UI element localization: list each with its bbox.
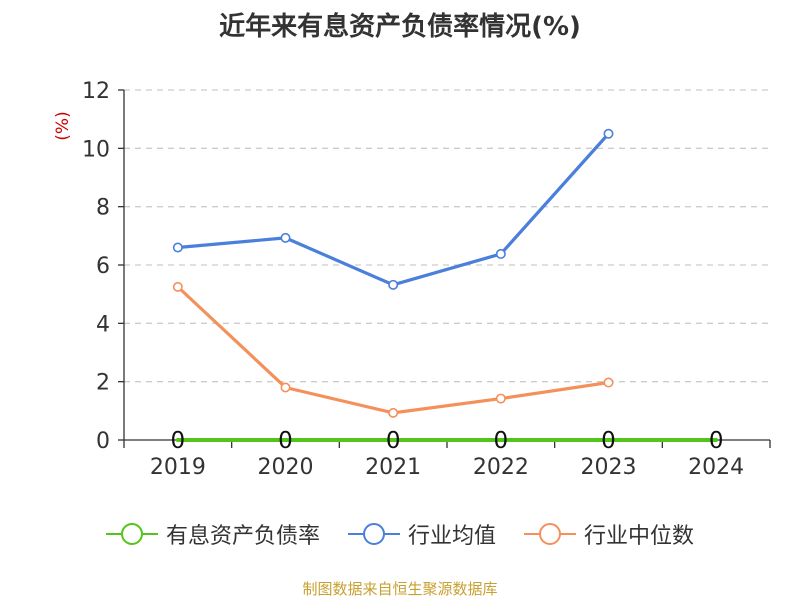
legend-marker-icon	[105, 523, 158, 545]
data-label: 0	[386, 428, 401, 454]
data-label: 0	[278, 428, 293, 454]
data-label: 0	[601, 428, 616, 454]
data-point	[280, 232, 291, 243]
x-tick-label: 2019	[150, 455, 206, 480]
data-point	[495, 248, 506, 259]
data-label: 0	[171, 428, 186, 454]
data-point	[603, 128, 614, 139]
data-point	[172, 281, 183, 292]
y-axis-unit-label: (%)	[53, 111, 73, 140]
legend-label: 行业均值	[407, 524, 496, 549]
data-point	[280, 382, 291, 393]
legend-marker-icon	[347, 523, 400, 545]
chart-legend: 有息资产负债率 行业均值 行业中位数	[0, 518, 800, 550]
y-tick-label: 0	[96, 429, 110, 454]
data-label: 0	[494, 428, 509, 454]
x-tick-label: 2024	[688, 455, 744, 480]
data-source-note: 制图数据来自恒生聚源数据库	[302, 580, 498, 598]
legend-marker-icon	[524, 523, 576, 545]
legend-label: 行业中位数	[584, 524, 695, 549]
x-tick-label: 2022	[473, 455, 529, 480]
data-point	[603, 377, 614, 388]
data-point	[172, 242, 183, 253]
y-tick-label: 8	[96, 196, 110, 221]
y-tick-label: 4	[96, 312, 110, 337]
data-point	[388, 279, 399, 290]
y-tick-label: 12	[82, 79, 110, 104]
legend-item[interactable]: 行业均值	[347, 518, 496, 550]
x-tick-label: 2021	[365, 455, 421, 480]
x-tick-label: 2023	[581, 455, 637, 480]
x-tick-label: 2020	[258, 455, 314, 480]
y-tick-label: 10	[82, 137, 110, 162]
series-line	[176, 132, 611, 287]
y-tick-label: 6	[96, 254, 110, 279]
legend-item[interactable]: 有息资产负债率	[105, 518, 320, 550]
data-label: 0	[709, 428, 724, 454]
legend-label: 有息资产负债率	[165, 524, 320, 549]
data-point	[388, 407, 399, 418]
data-point	[495, 393, 506, 404]
y-tick-label: 2	[96, 371, 110, 396]
series-line	[176, 285, 611, 415]
legend-item[interactable]: 行业中位数	[524, 518, 694, 550]
chart-title: 近年来有息资产负债率情况(%)	[219, 12, 581, 42]
